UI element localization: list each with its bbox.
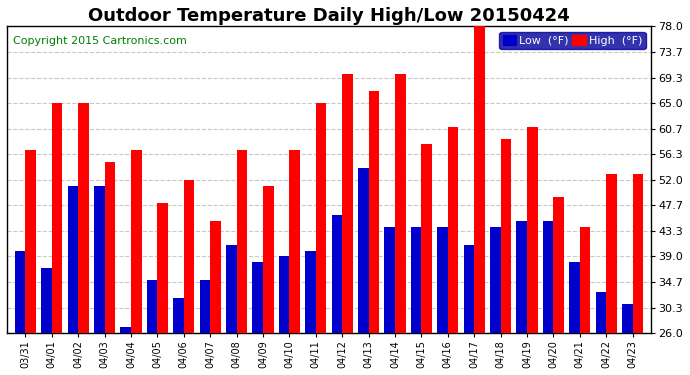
- Bar: [105, 162, 115, 333]
- Bar: [52, 103, 62, 333]
- Bar: [501, 138, 511, 333]
- Bar: [15, 251, 26, 333]
- Bar: [332, 215, 342, 333]
- Bar: [253, 262, 263, 333]
- Bar: [226, 244, 237, 333]
- Legend: Low  (°F), High  (°F): Low (°F), High (°F): [500, 32, 646, 49]
- Bar: [580, 227, 591, 333]
- Bar: [78, 103, 89, 333]
- Bar: [395, 74, 406, 333]
- Bar: [595, 292, 607, 333]
- Bar: [607, 174, 617, 333]
- Bar: [358, 168, 368, 333]
- Bar: [474, 27, 485, 333]
- Bar: [543, 221, 553, 333]
- Bar: [517, 221, 527, 333]
- Bar: [490, 227, 501, 333]
- Bar: [527, 127, 538, 333]
- Bar: [342, 74, 353, 333]
- Bar: [384, 227, 395, 333]
- Bar: [316, 103, 326, 333]
- Bar: [157, 203, 168, 333]
- Bar: [437, 227, 448, 333]
- Bar: [237, 150, 247, 333]
- Bar: [422, 144, 432, 333]
- Bar: [121, 327, 131, 333]
- Bar: [569, 262, 580, 333]
- Bar: [305, 251, 316, 333]
- Bar: [131, 150, 141, 333]
- Bar: [199, 280, 210, 333]
- Text: Copyright 2015 Cartronics.com: Copyright 2015 Cartronics.com: [13, 36, 187, 46]
- Bar: [184, 180, 195, 333]
- Bar: [147, 280, 157, 333]
- Bar: [464, 244, 474, 333]
- Bar: [263, 186, 274, 333]
- Bar: [553, 198, 564, 333]
- Bar: [448, 127, 458, 333]
- Title: Outdoor Temperature Daily High/Low 20150424: Outdoor Temperature Daily High/Low 20150…: [88, 7, 570, 25]
- Bar: [368, 92, 380, 333]
- Bar: [68, 186, 78, 333]
- Bar: [41, 268, 52, 333]
- Bar: [622, 304, 633, 333]
- Bar: [210, 221, 221, 333]
- Bar: [26, 150, 36, 333]
- Bar: [289, 150, 300, 333]
- Bar: [411, 227, 422, 333]
- Bar: [173, 298, 184, 333]
- Bar: [279, 256, 289, 333]
- Bar: [94, 186, 105, 333]
- Bar: [633, 174, 643, 333]
